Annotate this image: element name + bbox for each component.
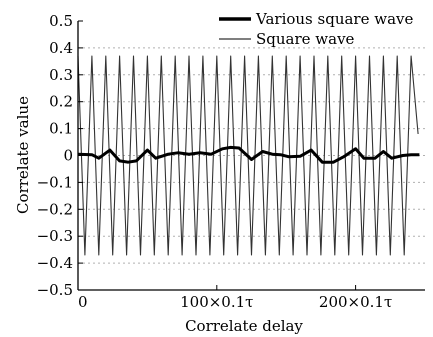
y-tick-label: −0.1 [37, 173, 73, 191]
x-tick-label: 200×0.1τ [319, 293, 392, 311]
y-tick-label: 0.1 [49, 120, 73, 138]
x-tick-label: 100×0.1τ [180, 293, 253, 311]
y-tick-label: 0.3 [49, 66, 73, 84]
y-tick-label: 0.2 [49, 93, 73, 111]
legend: Various square wave Square wave [219, 10, 413, 48]
axes [77, 20, 425, 291]
y-tick-label: 0 [63, 147, 73, 165]
y-tick-label: 0.5 [49, 12, 73, 30]
x-axis-title: Correlate delay [185, 317, 303, 335]
y-tick-label: −0.3 [37, 227, 73, 245]
x-tick-label: 0 [78, 293, 88, 311]
y-tick-label: −0.5 [37, 281, 73, 299]
y-axis-title: Correlate value [14, 96, 32, 214]
legend-label-square: Square wave [256, 30, 355, 48]
legend-label-various: Various square wave [255, 10, 413, 28]
y-tick-label: 0.4 [49, 39, 73, 57]
y-tick-label: −0.2 [37, 200, 73, 218]
tick-labels: 0.5 0.4 0.3 0.2 0.1 0 −0.1 −0.2 −0.3 −0.4 −0.5 0 100… [37, 12, 393, 311]
y-tick-label: −0.4 [37, 254, 73, 272]
series-lines [77, 55, 420, 256]
series-line-various-square-wave [77, 145, 420, 164]
